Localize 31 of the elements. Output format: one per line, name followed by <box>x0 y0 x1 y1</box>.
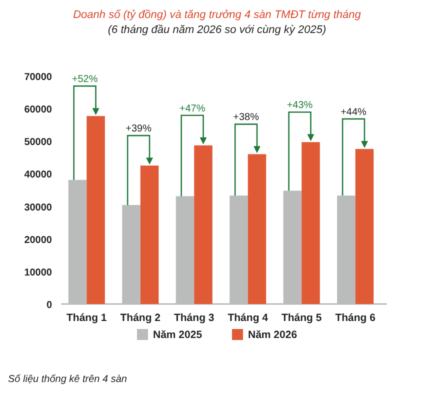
y-tick-label: 10000 <box>24 267 52 278</box>
x-tick-label: Tháng 6 <box>335 312 376 324</box>
chart-title: Doanh số (tỷ đồng) và tăng trưởng 4 sàn TMĐT từng tháng <box>73 9 362 21</box>
y-tick-label: 70000 <box>24 72 52 83</box>
x-tick-label: Tháng 5 <box>281 312 322 324</box>
y-tick-label: 40000 <box>24 170 52 181</box>
annotation: +47% <box>179 103 206 114</box>
bar <box>140 166 159 304</box>
bar <box>86 116 105 304</box>
bar <box>194 145 212 304</box>
x-tick-label: Tháng 3 <box>174 312 214 324</box>
text: Số liệu thống kê trên 4 sàn <box>8 374 128 385</box>
x-tick-label: Tháng 4 <box>228 312 268 324</box>
bar <box>302 142 320 304</box>
annotation: +52% <box>72 74 98 86</box>
annotation: +39% <box>126 124 152 135</box>
x-tick-label: Tháng 1 <box>66 312 107 324</box>
annotation: +38% <box>233 112 260 124</box>
x-tick-label: Tháng 2 <box>120 312 161 324</box>
bar <box>248 154 266 304</box>
legend-label: Năm 2025 <box>153 329 202 341</box>
annotation: +43% <box>286 100 313 112</box>
legend-label: Năm 2026 <box>248 329 298 341</box>
y-tick-label: 0 <box>46 300 52 311</box>
chart-subtitle: (6 tháng đầu năm 2026 so với cùng kỳ 2025) <box>108 24 326 36</box>
y-tick-label: 60000 <box>24 104 52 116</box>
bar <box>355 148 374 304</box>
y-tick-label: 30000 <box>24 202 52 214</box>
annotation: +44% <box>340 106 367 118</box>
y-tick-label: 20000 <box>24 234 52 246</box>
y-tick-label: 50000 <box>24 137 52 148</box>
